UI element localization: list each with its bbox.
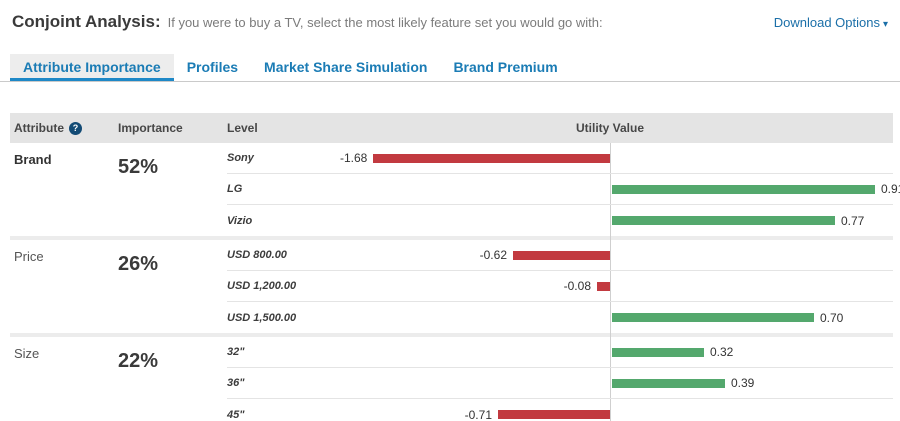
- attribute-name: Size: [14, 346, 40, 361]
- level-utility-column-header: Level Utility Value: [227, 113, 893, 143]
- table-header-row: Attribute ? Importance Level Utility Val…: [10, 113, 893, 143]
- positive-bar-zone: 0.91: [612, 174, 900, 204]
- tab-brand-premium[interactable]: Brand Premium: [453, 59, 558, 75]
- download-options-button[interactable]: Download Options ▾: [774, 15, 888, 30]
- table-row: USD 1,200.00 -0.08: [227, 271, 893, 302]
- utility-value-label: 0.39: [731, 376, 755, 390]
- tab-bar: Attribute Importance Profiles Market Sha…: [0, 54, 900, 82]
- table-body: Brand 52% Sony -1.68 LG 0.91 Vizio 0.77 Price 26%…: [10, 143, 900, 421]
- utility-bar: [612, 378, 725, 388]
- utility-value-label: 0.70: [820, 310, 844, 325]
- negative-bar-zone: -1.68: [340, 143, 610, 173]
- negative-bar-zone: -0.71: [340, 399, 610, 421]
- attribute-section: Size 22% 32" 0.32 36" 0.39 45" -0.71: [10, 333, 893, 421]
- utility-value-label: 0.91: [881, 182, 900, 196]
- utility-value-label: 0.32: [710, 345, 734, 359]
- help-icon[interactable]: ?: [69, 121, 82, 135]
- importance-value: 26%: [118, 253, 159, 275]
- page-subtitle: If you were to buy a TV, select the most…: [167, 15, 603, 30]
- attribute-section: Price 26% USD 800.00 -0.62 USD 1,200.00 -0.08…: [10, 236, 893, 333]
- level-label: LG: [227, 183, 243, 195]
- attribute-name: Price: [14, 249, 44, 264]
- attribute-column-header: Attribute ?: [10, 121, 100, 135]
- negative-bar-zone: -0.08: [340, 271, 610, 301]
- utility-value-label: -0.62: [479, 248, 507, 262]
- tab-attribute-importance[interactable]: Attribute Importance: [10, 54, 174, 81]
- tab-market-share-simulation[interactable]: Market Share Simulation: [264, 59, 428, 75]
- page-title: Conjoint Analysis:: [12, 12, 161, 31]
- level-rows: Sony -1.68 LG 0.91 Vizio 0.77: [227, 143, 900, 236]
- level-label: 45": [227, 408, 245, 421]
- utility-bar: [373, 153, 610, 163]
- conjoint-table: Attribute ? Importance Level Utility Val…: [10, 113, 900, 421]
- attribute-section: Brand 52% Sony -1.68 LG 0.91 Vizio 0.77: [10, 143, 900, 236]
- level-header-label: Level: [227, 121, 258, 135]
- utility-bar: [498, 410, 610, 419]
- negative-bar-zone: -0.62: [340, 240, 610, 270]
- level-label: 36": [227, 377, 245, 389]
- level-label: USD 1,200.00: [227, 280, 297, 292]
- positive-bar-zone: 0.70: [612, 302, 900, 333]
- utility-value-header-label: Utility Value: [575, 121, 645, 135]
- table-row: Vizio 0.77: [227, 205, 893, 236]
- zero-axis-line: [610, 143, 611, 421]
- utility-value-label: -0.71: [464, 407, 492, 421]
- utility-bar: [612, 347, 704, 357]
- table-row: 32" 0.32: [227, 337, 893, 368]
- attribute-name: Brand: [14, 152, 52, 167]
- utility-value-label: -1.68: [340, 151, 368, 165]
- positive-bar-zone: 0.77: [612, 205, 900, 236]
- table-row: USD 1,500.00 0.70: [227, 302, 893, 333]
- attribute-header-label: Attribute: [14, 121, 64, 135]
- utility-bar: [612, 184, 875, 194]
- caret-down-icon: ▾: [882, 19, 888, 30]
- tab-profiles[interactable]: Profiles: [186, 59, 239, 75]
- utility-value-label: 0.77: [841, 213, 865, 228]
- level-rows: USD 800.00 -0.62 USD 1,200.00 -0.08 USD 1,50…: [227, 240, 893, 333]
- table-row: USD 800.00 -0.62: [227, 240, 893, 271]
- importance-column-header: Importance: [118, 121, 183, 135]
- utility-bar: [597, 281, 610, 291]
- level-rows: 32" 0.32 36" 0.39 45" -0.71: [227, 337, 893, 421]
- importance-value: 52%: [118, 156, 159, 178]
- level-label: USD 1,500.00: [227, 311, 297, 324]
- table-row: LG 0.91: [227, 174, 900, 205]
- page-header: Conjoint Analysis: If you were to buy a …: [12, 12, 888, 32]
- utility-bar: [612, 313, 814, 322]
- utility-bar: [612, 216, 835, 225]
- importance-value: 22%: [118, 350, 159, 372]
- table-row: 36" 0.39: [227, 368, 893, 399]
- download-options-label: Download Options: [773, 15, 880, 30]
- level-label: Vizio: [227, 214, 253, 227]
- positive-bar-zone: 0.32: [612, 337, 900, 367]
- level-label: USD 800.00: [227, 249, 287, 261]
- positive-bar-zone: 0.39: [612, 368, 900, 398]
- level-label: Sony: [227, 152, 254, 164]
- utility-value-label: -0.08: [563, 279, 591, 293]
- level-label: 32": [227, 346, 245, 358]
- table-row: Sony -1.68: [227, 143, 893, 174]
- table-row: 45" -0.71: [227, 399, 893, 421]
- utility-bar: [513, 250, 610, 260]
